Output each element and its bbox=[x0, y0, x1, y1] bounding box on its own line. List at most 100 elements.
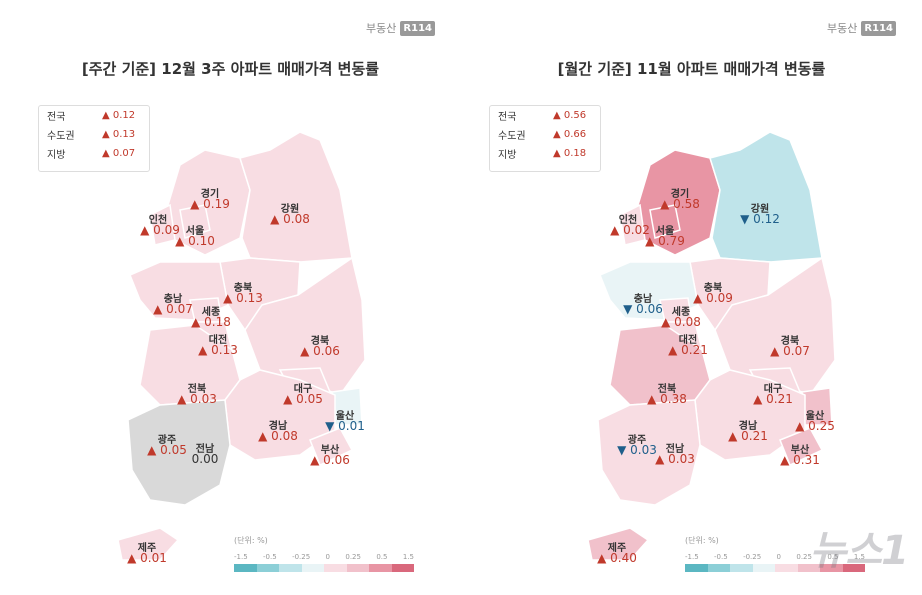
region-value-label: ▼ 0.12 bbox=[740, 212, 780, 226]
summary-name: 지방 bbox=[498, 150, 517, 161]
scale-swatch bbox=[324, 564, 347, 572]
summary-value: 0.66 bbox=[563, 129, 587, 140]
region-부산 bbox=[779, 427, 824, 467]
korea-map bbox=[587, 131, 836, 561]
summary-row: 전국 ▲ 0.56 bbox=[490, 106, 600, 125]
region-경남 bbox=[224, 369, 336, 461]
region-name-label: 세종 bbox=[201, 307, 221, 318]
summary-value: 0.18 bbox=[563, 148, 587, 159]
region-value-label: ▲ 0.08 bbox=[258, 429, 298, 443]
scale-bar bbox=[234, 564, 414, 572]
scale-tick-label: 0 bbox=[325, 553, 331, 561]
region-name-label: 전북 bbox=[187, 384, 207, 395]
summary-name: 수도권 bbox=[498, 131, 526, 142]
region-value-label: ▲ 0.21 bbox=[753, 392, 793, 406]
region-name-label: 충북 bbox=[703, 283, 723, 294]
region-name-label: 광주 bbox=[627, 435, 647, 446]
region-name-label: 대구 bbox=[763, 384, 783, 395]
scale-bar bbox=[685, 564, 865, 572]
logo-text: 부동산 bbox=[366, 22, 397, 35]
region-value-label: ▲ 0.13 bbox=[223, 291, 263, 305]
region-value-label: ▲ 0.06 bbox=[310, 453, 350, 467]
scale-tick-label: 1.5 bbox=[853, 553, 865, 561]
scale-swatch bbox=[797, 564, 820, 572]
region-인천 bbox=[619, 203, 646, 246]
korea-map bbox=[117, 131, 366, 561]
summary-legend: 전국 ▲ 0.12 수도권 ▲ 0.13 지방 ▲ 0.07 bbox=[38, 105, 150, 172]
scale-swatch bbox=[820, 564, 843, 572]
region-name-label: 경기 bbox=[200, 189, 220, 200]
region-경남 bbox=[694, 369, 806, 461]
summary-row: 전국 ▲ 0.12 bbox=[39, 106, 149, 125]
region-value-label: ▼ 0.01 bbox=[325, 419, 365, 433]
region-value-label: ▲ 0.79 bbox=[645, 234, 685, 248]
region-서울 bbox=[179, 204, 211, 239]
summary-value: 0.13 bbox=[112, 129, 136, 140]
scale-tick-label: -0.5 bbox=[714, 553, 728, 561]
region-name-label: 경북 bbox=[310, 336, 330, 347]
color-scale: -1.5 -0.5 -0.25 0 0.25 0.5 1.5 bbox=[234, 553, 414, 572]
region-value-label: ▲ 0.07 bbox=[153, 302, 193, 316]
logo-badge: R114 bbox=[861, 20, 896, 36]
summary-arrow: ▲ bbox=[102, 129, 110, 140]
scale-tick-label: -0.25 bbox=[743, 553, 762, 561]
brand-logo: 부동산 R114 bbox=[366, 20, 435, 36]
summary-row: 수도권 ▲ 0.13 bbox=[39, 125, 149, 144]
summary-arrow: ▲ bbox=[553, 129, 561, 140]
region-name-label: 경남 bbox=[268, 421, 288, 432]
summary-name: 전국 bbox=[498, 112, 517, 123]
scale-tick-label: 0 bbox=[776, 553, 782, 561]
region-name-label: 울산 bbox=[805, 411, 825, 422]
summary-row: 지방 ▲ 0.18 bbox=[490, 144, 600, 163]
region-value-label: ▲ 0.03 bbox=[177, 392, 217, 406]
scale-swatch bbox=[369, 564, 392, 572]
region-전남 bbox=[597, 399, 701, 506]
region-경북 bbox=[714, 256, 836, 396]
region-value-label: ▲ 0.10 bbox=[175, 234, 215, 248]
region-value-label: ▲ 0.40 bbox=[597, 551, 637, 565]
region-name-label: 서울 bbox=[185, 226, 205, 237]
scale-tick-label: -0.5 bbox=[263, 553, 277, 561]
region-value-label: ▲ 0.05 bbox=[283, 392, 323, 406]
region-name-label: 경북 bbox=[780, 336, 800, 347]
region-value-label: ▼ 0.03 bbox=[617, 443, 657, 457]
region-value-label: ▲ 0.06 bbox=[300, 344, 340, 358]
panel-title: [주간 기준] 12월 3주 아파트 매매가격 변동률 bbox=[81, 60, 380, 78]
region-경북 bbox=[244, 256, 366, 396]
summary-legend: 전국 ▲ 0.56 수도권 ▲ 0.66 지방 ▲ 0.18 bbox=[489, 105, 601, 172]
region-value-label: ▲ 0.58 bbox=[660, 197, 700, 211]
summary-arrow: ▲ bbox=[102, 148, 110, 159]
region-name-label: 충북 bbox=[233, 283, 253, 294]
scale-tick-label: -0.25 bbox=[292, 553, 311, 561]
region-value-label: ▲ 0.18 bbox=[191, 315, 231, 329]
watermark: 뉴스1 bbox=[809, 528, 909, 574]
scale-tick-label: 0.5 bbox=[827, 553, 839, 561]
weekly-panel: 부동산 R114 [주간 기준] 12월 3주 아파트 매매가격 변동률 전국 ▲… bbox=[38, 20, 435, 572]
summary-row: 지방 ▲ 0.07 bbox=[39, 144, 149, 163]
logo-badge: R114 bbox=[400, 20, 435, 36]
logo-text: 부동산 bbox=[827, 22, 858, 35]
scale-ticks: -1.5 -0.5 -0.25 0 0.25 0.5 1.5 bbox=[685, 553, 865, 561]
region-value-label: ▲ 0.03 bbox=[655, 452, 695, 466]
region-name-label: 전남 bbox=[665, 444, 685, 455]
region-name-label: 경기 bbox=[670, 189, 690, 200]
region-name-label: 인천 bbox=[618, 215, 638, 226]
region-name-label: 전남 bbox=[195, 444, 215, 455]
region-name-label: 부산 bbox=[790, 445, 810, 456]
region-name-label: 강원 bbox=[750, 204, 770, 215]
summary-value: 0.56 bbox=[563, 110, 587, 121]
region-제주 bbox=[117, 527, 180, 561]
scale-tick-label: 0.25 bbox=[796, 553, 812, 561]
region-value-label: 0.00 bbox=[191, 452, 219, 466]
summary-name: 전국 bbox=[47, 112, 66, 123]
region-value-label: ▲ 0.08 bbox=[661, 315, 701, 329]
region-value-label: ▲ 0.38 bbox=[647, 392, 687, 406]
region-name-label: 인천 bbox=[148, 215, 168, 226]
region-강원 bbox=[239, 131, 353, 263]
panel-title: [월간 기준] 11월 아파트 매매가격 변동률 bbox=[557, 60, 826, 78]
scale-swatch bbox=[279, 564, 302, 572]
scale-tick-label: -1.5 bbox=[685, 553, 699, 561]
region-강원 bbox=[709, 131, 823, 263]
region-name-label: 제주 bbox=[607, 543, 627, 554]
scale-tick-label: 0.25 bbox=[345, 553, 361, 561]
